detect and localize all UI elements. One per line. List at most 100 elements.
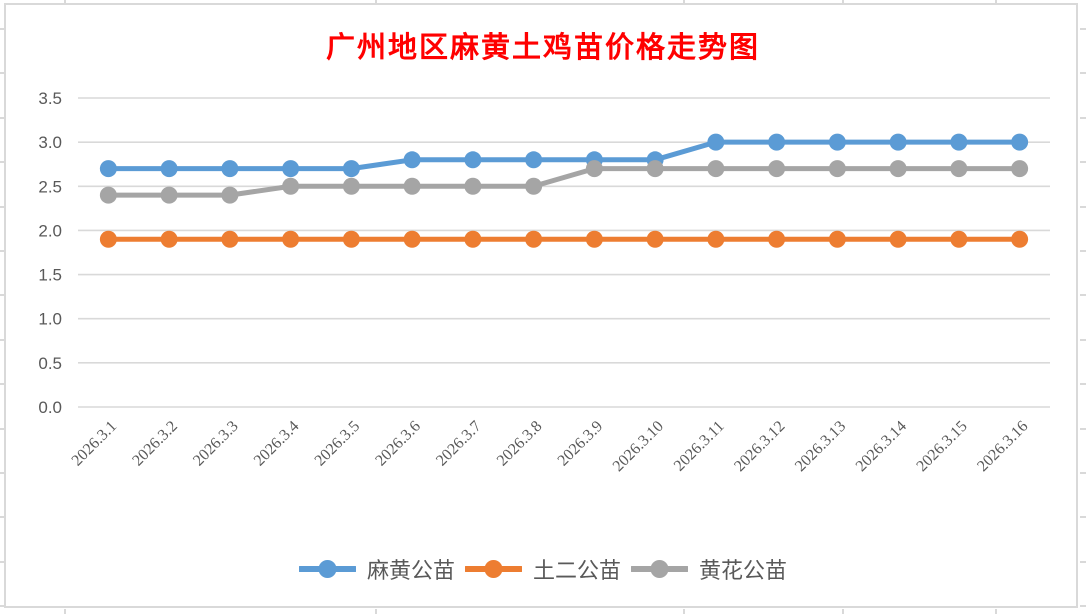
worksheet-gridline-tick [1080,116,1086,119]
worksheet-gridline-tick [995,609,997,614]
data-point [342,160,360,178]
worksheet-gridline-tick [1080,472,1086,474]
data-point [768,160,786,178]
legend-line-marker-icon [464,560,522,578]
y-tick-label: 1.5 [38,266,62,285]
series-line-2 [99,160,1029,204]
legend-label: 土二公苗 [532,558,621,583]
data-point [828,230,846,248]
x-tick-label: 2026.3.11 [671,418,728,475]
worksheet-gridline-tick [0,250,4,252]
legend-line-marker-icon [631,560,688,578]
worksheet-gridline-tick [1080,294,1086,297]
worksheet-gridline-tick [1080,560,1086,563]
data-point [828,133,846,151]
worksheet-gridline-tick [375,609,377,614]
data-point [464,151,482,169]
legend-item-0: 麻黄公苗 [298,553,455,585]
data-point [950,160,968,178]
data-point [585,230,603,248]
x-tick-label: 2026.3.9 [555,418,607,470]
x-tick-label: 2026.3.7 [433,418,485,470]
worksheet-gridline-tick [1080,205,1086,208]
data-point [646,230,664,248]
worksheet-gridline-tick [0,605,4,608]
x-tick-label: 2026.3.14 [853,418,910,475]
worksheet-gridline-tick [0,338,4,341]
worksheet-gridline-tick [0,516,4,519]
legend-item-2: 黄花公苗 [631,553,787,585]
worksheet-gridline-tick [842,0,844,3]
data-point [646,160,664,178]
data-point [282,160,300,178]
x-tick-label: 2026.3.15 [913,418,970,475]
data-point [99,160,117,178]
x-tick-label: 2026.3.12 [731,418,788,475]
worksheet-gridline-tick [1080,516,1086,519]
gridlines [78,97,1050,408]
x-tick-label: 2026.3.5 [312,418,364,470]
data-point [403,151,421,169]
chart-frame [4,3,1078,608]
data-point [160,160,178,178]
data-point [828,160,846,178]
worksheet-gridline-tick [0,294,4,297]
worksheet-gridline-tick [1080,28,1086,30]
data-point [282,177,300,195]
data-point [1011,133,1029,151]
data-point [525,177,543,195]
data-point [464,230,482,248]
x-tick-label: 2026.3.13 [792,418,849,475]
data-point [221,160,239,178]
worksheet-gridline-tick [0,161,4,164]
series-line-0 [99,133,1029,178]
legend-label: 黄花公苗 [699,558,788,583]
data-point [403,230,421,248]
data-point [707,230,725,248]
worksheet-gridline-tick [375,0,377,3]
worksheet-gridline-tick [0,116,4,119]
data-point [889,230,907,248]
worksheet-gridline-tick [64,609,66,614]
worksheet-gridline-tick [0,560,4,563]
worksheet-gridline-tick [842,609,844,614]
data-point [282,230,300,248]
data-point [768,133,786,151]
y-tick-label: 2.0 [38,221,62,240]
data-point [707,160,725,178]
data-point [403,177,421,195]
worksheet-gridline-tick [64,0,66,3]
x-tick-label: 2026.3.10 [610,418,667,475]
worksheet-gridline-tick [1080,605,1086,608]
data-point [464,177,482,195]
worksheet-gridline-tick [683,0,685,3]
data-point [585,160,603,178]
x-tick-label: 2026.3.16 [974,418,1031,475]
data-point [342,177,360,195]
data-point [889,133,907,151]
worksheet-gridline-tick [1080,338,1086,341]
chart-legend: 麻黄公苗 土二公苗 黄花公苗 [0,553,1086,585]
legend-line-marker-icon [298,560,356,578]
y-tick-label: 2.5 [38,177,62,196]
data-point [1011,160,1029,178]
worksheet-gridline-tick [0,427,4,430]
data-point [525,151,543,169]
y-tick-label: 0.5 [38,354,62,373]
worksheet-gridline-tick [1080,383,1086,386]
y-axis-labels: 0.0 0.5 1.0 1.5 2.0 2.5 3.0 3.5 [38,89,62,417]
legend-item-1: 土二公苗 [464,553,621,585]
data-point [99,186,117,204]
worksheet-gridline-tick [0,205,4,208]
worksheet-gridline-tick [0,472,4,474]
x-tick-label: 2026.3.6 [372,418,424,470]
worksheet-gridline-tick [1080,250,1086,252]
data-point [221,186,239,204]
worksheet-gridline-tick [1080,72,1086,75]
data-point [768,230,786,248]
y-tick-label: 0.0 [38,398,62,417]
data-point [221,230,239,248]
series-path [108,139,1020,172]
